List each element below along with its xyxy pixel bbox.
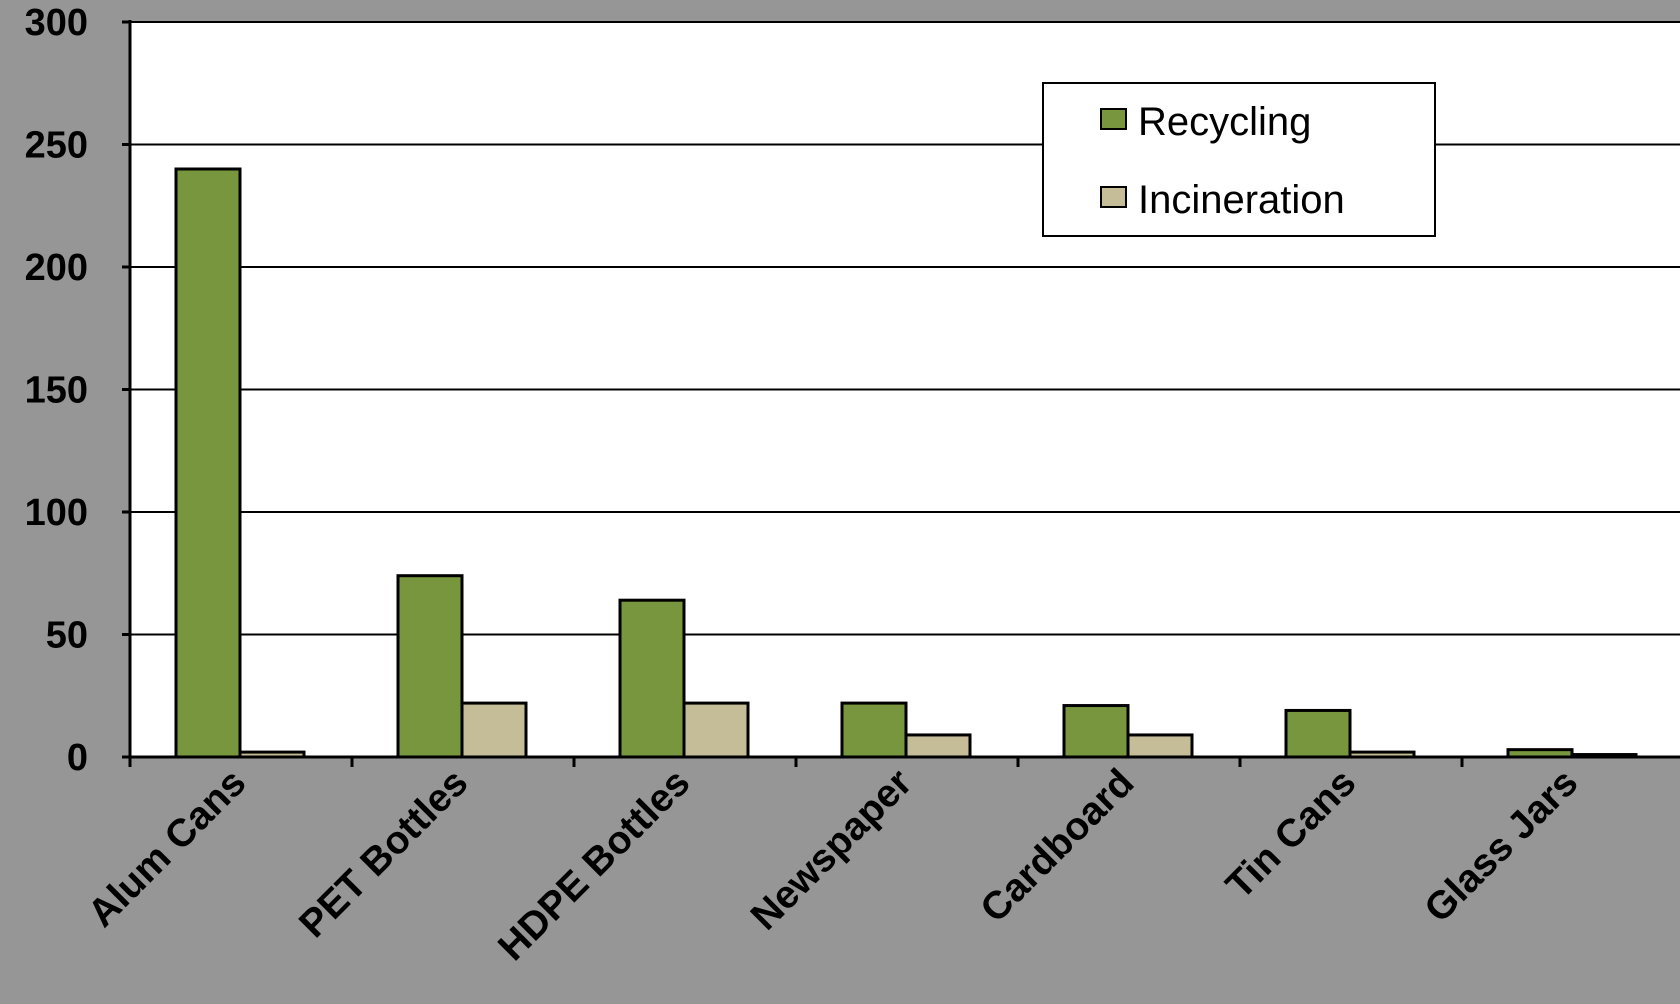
x-category-label: Glass Jars [1416,761,1586,931]
x-category-label: HDPE Bottles [490,761,698,969]
y-tick-label: 150 [25,370,88,412]
x-category-label: Tin Cans [1218,761,1364,907]
axes [125,20,1680,759]
legend-swatch-incineration [1100,186,1127,208]
y-tick-label: 250 [25,125,88,167]
bar-recycling [174,167,242,759]
bar-recycling [396,574,464,759]
y-tick-label: 200 [25,247,88,289]
y-tick-label: 300 [25,2,88,44]
legend-label-recycling: Recycling [1138,100,1311,144]
bar-incineration [682,701,750,759]
bar-recycling [1284,708,1352,759]
x-category-label: PET Bottles [291,761,476,946]
bar-recycling [1062,704,1130,759]
x-axis-ticks [128,757,1464,767]
y-axis-tick-labels: 0 50 100 150 200 250 300 [25,2,88,779]
legend: Recycling Incineration [1042,82,1436,237]
bar-incineration [460,701,528,759]
bar-incineration [904,733,972,759]
x-category-label: Newspaper [743,761,921,939]
x-category-label: Alum Cans [80,761,254,935]
bar-recycling [840,701,908,759]
x-category-label: Cardboard [973,761,1143,931]
legend-swatch-recycling [1100,108,1127,130]
y-tick-label: 50 [46,615,88,657]
y-tick-label: 0 [67,737,88,779]
x-axis-category-labels: Alum Cans PET Bottles HDPE Bottles Newspape… [80,761,1586,969]
bars [174,167,1638,759]
bar-recycling [618,598,686,759]
y-tick-label: 100 [25,492,88,534]
legend-label-incineration: Incineration [1138,178,1345,222]
bar-incineration [1126,733,1194,759]
